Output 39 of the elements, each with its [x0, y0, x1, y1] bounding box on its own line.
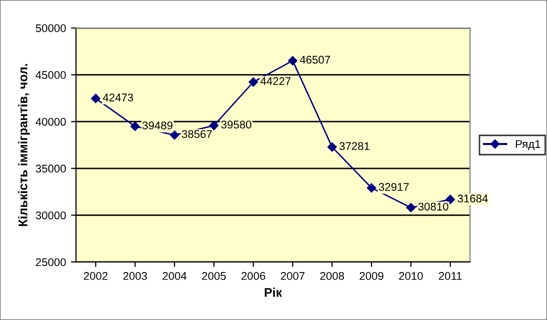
point — [446, 194, 455, 204]
data-label: 38567 — [182, 130, 212, 138]
y-tick-label: 35000 — [36, 164, 66, 173]
x-axis-title: Рік — [264, 288, 282, 297]
data-label: 46507 — [300, 56, 330, 64]
x-tick-label: 2007 — [280, 272, 304, 280]
data-label: 39580 — [221, 120, 252, 129]
data-label: 37281 — [339, 142, 370, 150]
data-label: 31684 — [458, 194, 488, 202]
point — [209, 120, 219, 130]
data-label: 42473 — [102, 94, 134, 102]
data-label: 32917 — [378, 183, 409, 191]
point — [366, 183, 376, 193]
point — [288, 56, 298, 66]
y-tick-label: 25000 — [36, 258, 66, 266]
data-label: 39489 — [142, 122, 172, 130]
legend-label: Ряд1 — [516, 140, 540, 150]
y-tick-label: 40000 — [36, 118, 66, 126]
point — [406, 202, 416, 212]
y-axis-title: Кількість іммігрантів, чол. — [18, 64, 30, 226]
x-tick-label: 2011 — [438, 272, 462, 280]
x-tick-label: 2004 — [162, 272, 187, 280]
x-tick-label: 2006 — [242, 272, 266, 280]
point — [248, 77, 258, 87]
x-tick-label: 2003 — [123, 272, 147, 280]
x-tick-label: 2005 — [202, 272, 226, 280]
x-tick-label: 2010 — [399, 272, 423, 280]
x-tick-label: 2008 — [320, 272, 344, 280]
data-label: 30810 — [418, 202, 448, 211]
y-tick-label: 30000 — [36, 211, 66, 220]
point — [130, 122, 140, 132]
data-label: 44227 — [260, 77, 291, 85]
y-tick-label: 45000 — [36, 71, 66, 79]
point — [170, 130, 180, 140]
x-tick-label: 2009 — [360, 272, 384, 280]
y-tick-label: 50000 — [36, 24, 66, 32]
point — [91, 94, 100, 104]
point — [327, 142, 337, 152]
x-tick-label: 2002 — [84, 272, 108, 280]
